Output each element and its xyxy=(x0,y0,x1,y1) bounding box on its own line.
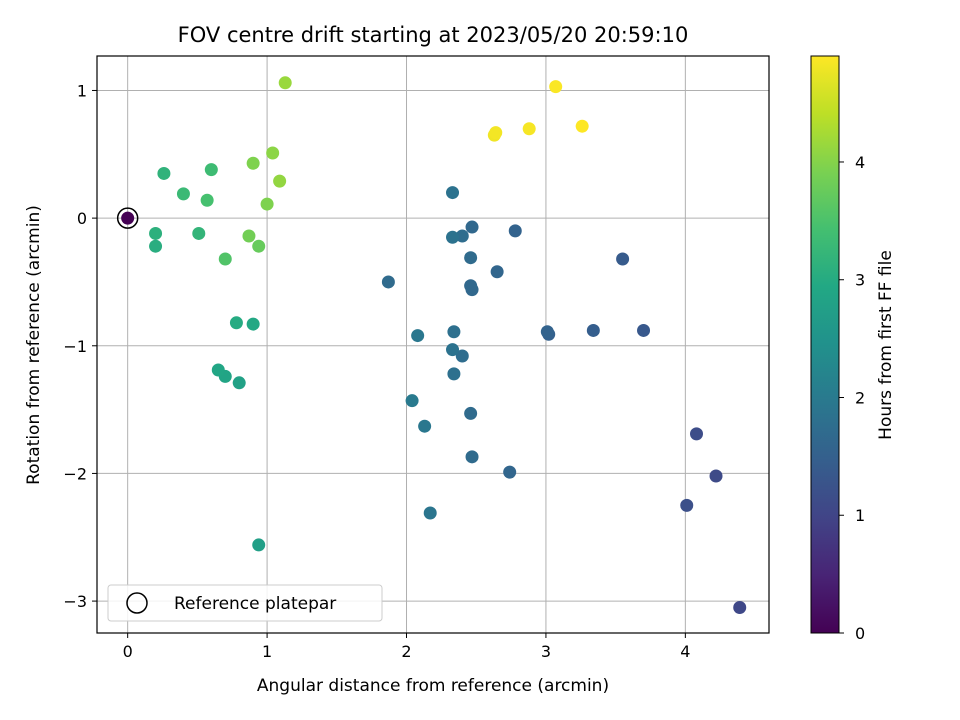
data-point xyxy=(273,174,287,188)
data-point xyxy=(405,394,419,408)
data-point xyxy=(149,239,163,253)
y-tick-label: −2 xyxy=(63,464,87,483)
y-tick-label: −1 xyxy=(63,337,87,356)
data-point xyxy=(211,363,225,377)
y-tick-label: 1 xyxy=(77,81,87,100)
data-point xyxy=(278,76,292,90)
data-point xyxy=(522,122,536,136)
data-point xyxy=(121,211,135,225)
data-point xyxy=(246,317,260,331)
data-point xyxy=(446,343,460,357)
data-point xyxy=(252,239,266,253)
data-point xyxy=(232,376,246,390)
x-tick-label: 2 xyxy=(401,642,411,661)
data-point xyxy=(200,193,214,207)
data-point xyxy=(157,166,171,180)
y-axis-label: Rotation from reference (arcmin) xyxy=(24,205,44,485)
colorbar-tick-label: 3 xyxy=(855,271,865,290)
chart-title: FOV centre drift starting at 2023/05/20 … xyxy=(178,23,689,47)
data-point xyxy=(489,126,503,140)
data-point xyxy=(455,229,469,243)
data-point xyxy=(465,450,479,464)
data-point xyxy=(446,230,460,244)
data-point xyxy=(464,406,478,420)
data-point xyxy=(616,252,630,266)
x-tick-label: 4 xyxy=(680,642,690,661)
data-point xyxy=(149,226,163,240)
colorbar-label: Hours from first FF file xyxy=(876,250,896,440)
data-point xyxy=(503,465,517,479)
x-axis-label: Angular distance from reference (arcmin) xyxy=(257,676,609,696)
y-axis-ticks: −3 −2 −1 0 1 xyxy=(63,81,97,611)
data-point xyxy=(266,146,280,160)
data-point xyxy=(586,323,600,337)
data-point xyxy=(680,498,694,512)
colorbar-tick-label: 1 xyxy=(855,506,865,525)
data-point xyxy=(709,469,723,483)
legend: Reference platepar xyxy=(107,584,383,622)
data-point xyxy=(465,220,479,234)
x-tick-label: 3 xyxy=(541,642,551,661)
data-point xyxy=(508,224,522,238)
data-point xyxy=(218,252,232,266)
data-point xyxy=(192,226,206,240)
data-point xyxy=(229,316,243,330)
legend-entry: Reference platepar xyxy=(174,594,336,614)
plot-area xyxy=(97,56,769,633)
y-tick-label: 0 xyxy=(77,209,87,228)
data-point xyxy=(260,197,274,211)
data-point xyxy=(733,600,747,614)
data-point xyxy=(549,80,563,94)
reference-marker xyxy=(116,207,139,229)
reference-marker-layer xyxy=(116,207,139,229)
data-point xyxy=(381,275,395,289)
colorbar xyxy=(810,55,840,634)
data-point xyxy=(447,325,461,339)
data-point xyxy=(540,325,554,339)
plot-frame xyxy=(96,55,770,634)
data-point xyxy=(575,119,589,133)
data-points xyxy=(121,76,747,614)
y-tick-label: −3 xyxy=(63,592,87,611)
data-point xyxy=(252,538,266,552)
data-point xyxy=(242,229,256,243)
data-point xyxy=(464,251,478,265)
data-point xyxy=(690,427,704,441)
data-point xyxy=(418,419,432,433)
legend-marker xyxy=(126,592,148,614)
data-point xyxy=(464,279,478,293)
x-tick-label: 1 xyxy=(262,642,272,661)
data-point xyxy=(204,163,218,177)
colorbar-tick-label: 4 xyxy=(855,153,865,172)
data-point xyxy=(447,367,461,381)
x-axis-ticks: 0 1 2 3 4 xyxy=(123,633,690,661)
colorbar-ticks: 0 1 2 3 4 xyxy=(839,153,865,643)
data-point xyxy=(423,506,437,520)
data-point xyxy=(637,323,651,337)
data-point xyxy=(176,187,190,201)
x-tick-label: 0 xyxy=(123,642,133,661)
data-point xyxy=(411,329,425,343)
data-point xyxy=(455,349,469,363)
data-point xyxy=(490,265,504,279)
colorbar-tick-label: 0 xyxy=(855,624,865,643)
data-point xyxy=(446,186,460,200)
data-point xyxy=(246,156,260,170)
colorbar-tick-label: 2 xyxy=(855,388,865,407)
legend-box xyxy=(107,584,383,622)
